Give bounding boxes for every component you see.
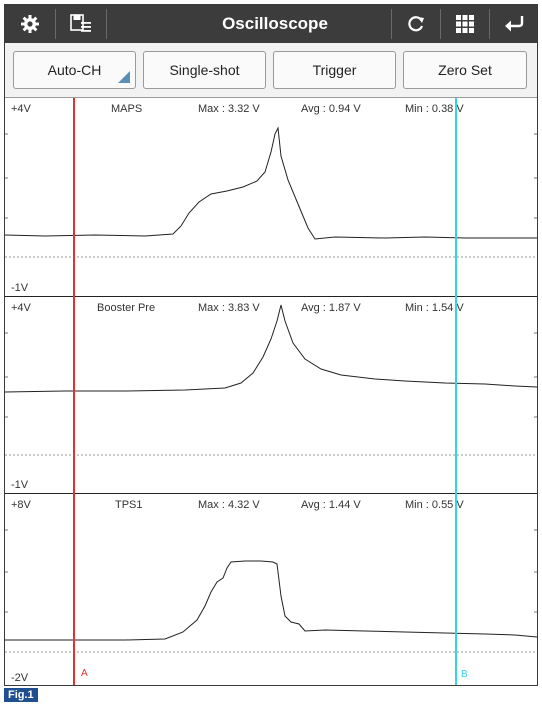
- scale-top-label: +8V: [11, 499, 31, 511]
- page-title: Oscilloscope: [222, 14, 328, 33]
- toolbar: Auto-CH Single-shot Trigger Zero Set: [5, 43, 537, 98]
- cursor-a[interactable]: [73, 98, 75, 685]
- waveform-maps: [5, 126, 537, 240]
- scale-bottom-label: -1V: [11, 282, 29, 294]
- min-value: Min : 0.38 V: [405, 103, 464, 115]
- scale-bottom-label: -1V: [11, 479, 29, 491]
- channel-name: Booster Pre: [97, 302, 156, 314]
- avg-value: Avg : 1.87 V: [301, 302, 361, 314]
- max-value: Max : 4.32 V: [198, 499, 260, 511]
- cursor-b[interactable]: [455, 98, 457, 685]
- min-value: Min : 1.54 V: [405, 302, 464, 314]
- scale-top-label: +4V: [11, 103, 31, 115]
- channel-name: MAPS: [111, 103, 143, 115]
- channel-panel-tps1: +8V -2V TPS1 Max : 4.32 V Avg : 1.44 V M…: [5, 494, 537, 685]
- cursor-a-label: A: [81, 668, 88, 679]
- waveform-area: +4V -1V MAPS Max : 3.32 V Avg : 0.94 V M…: [5, 98, 537, 685]
- scale-bottom-label: -2V: [11, 672, 29, 684]
- avg-value: Avg : 0.94 V: [301, 103, 361, 115]
- dropdown-corner-icon: [118, 71, 130, 83]
- auto-ch-label: Auto-CH: [47, 62, 102, 78]
- cursor-b-label: B: [461, 669, 468, 680]
- zero-set-button[interactable]: Zero Set: [403, 51, 527, 89]
- channel-panel-booster-pre: +4V -1V Booster Pre Max : 3.83 V Avg : 1…: [5, 297, 537, 493]
- panel-divider: [5, 493, 537, 494]
- oscilloscope-screen: Oscilloscope Auto-CH: [4, 4, 538, 686]
- waveform-tps1: [5, 560, 537, 641]
- grid-icon[interactable]: [441, 5, 489, 43]
- figure-label: Fig.1: [4, 688, 38, 702]
- waveform-booster-pre: [5, 304, 537, 393]
- return-icon[interactable]: [490, 5, 537, 43]
- trigger-button[interactable]: Trigger: [273, 51, 396, 89]
- min-value: Min : 0.55 V: [405, 499, 464, 511]
- scale-top-label: +4V: [11, 302, 31, 314]
- title-bar: Oscilloscope: [5, 5, 537, 43]
- avg-value: Avg : 1.44 V: [301, 499, 361, 511]
- gear-icon[interactable]: [5, 5, 55, 43]
- max-value: Max : 3.32 V: [198, 103, 260, 115]
- panel-divider: [5, 296, 537, 297]
- refresh-icon[interactable]: [392, 5, 440, 43]
- auto-ch-button[interactable]: Auto-CH: [13, 51, 136, 89]
- max-value: Max : 3.83 V: [198, 302, 260, 314]
- channel-name: TPS1: [115, 499, 143, 511]
- single-shot-button[interactable]: Single-shot: [143, 51, 266, 89]
- save-list-icon[interactable]: [56, 5, 106, 43]
- channel-panel-maps: +4V -1V MAPS Max : 3.32 V Avg : 0.94 V M…: [5, 98, 537, 294]
